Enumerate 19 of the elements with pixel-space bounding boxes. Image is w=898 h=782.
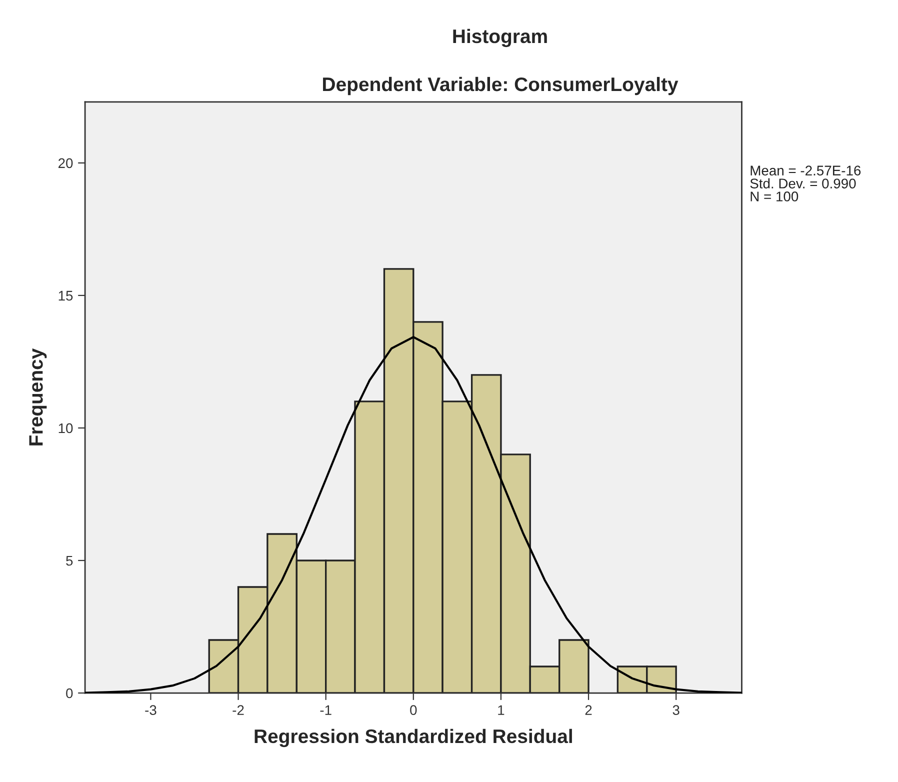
- y-tick-label: 5: [66, 556, 73, 566]
- text: N = 100: [750, 192, 798, 202]
- text: Mean = -2.57E-16: [750, 166, 861, 176]
- y-tick-label: 20: [58, 158, 73, 168]
- chart-title: Histogram: [453, 28, 547, 48]
- x-tick-label: 1: [498, 705, 504, 715]
- chart-subtitle: Dependent Variable: ConsumerLoyalty: [323, 76, 678, 96]
- y-tick-label: 10: [58, 423, 73, 434]
- text: Std. Dev. = 0.990: [750, 178, 856, 188]
- y-tick-label: 15: [58, 290, 73, 301]
- x-tick-label: -1: [320, 705, 332, 715]
- y-axis-title: Frequency: [29, 348, 47, 446]
- x-tick-label: 3: [672, 705, 680, 716]
- x-tick-label: 2: [585, 705, 592, 715]
- y-tick-label: 0: [66, 688, 73, 698]
- x-tick-label: -2: [232, 705, 244, 715]
- x-tick-label: 0: [410, 705, 417, 716]
- x-axis-title: Regression Standardized Residual: [254, 728, 572, 748]
- x-tick-label: -3: [145, 705, 156, 716]
